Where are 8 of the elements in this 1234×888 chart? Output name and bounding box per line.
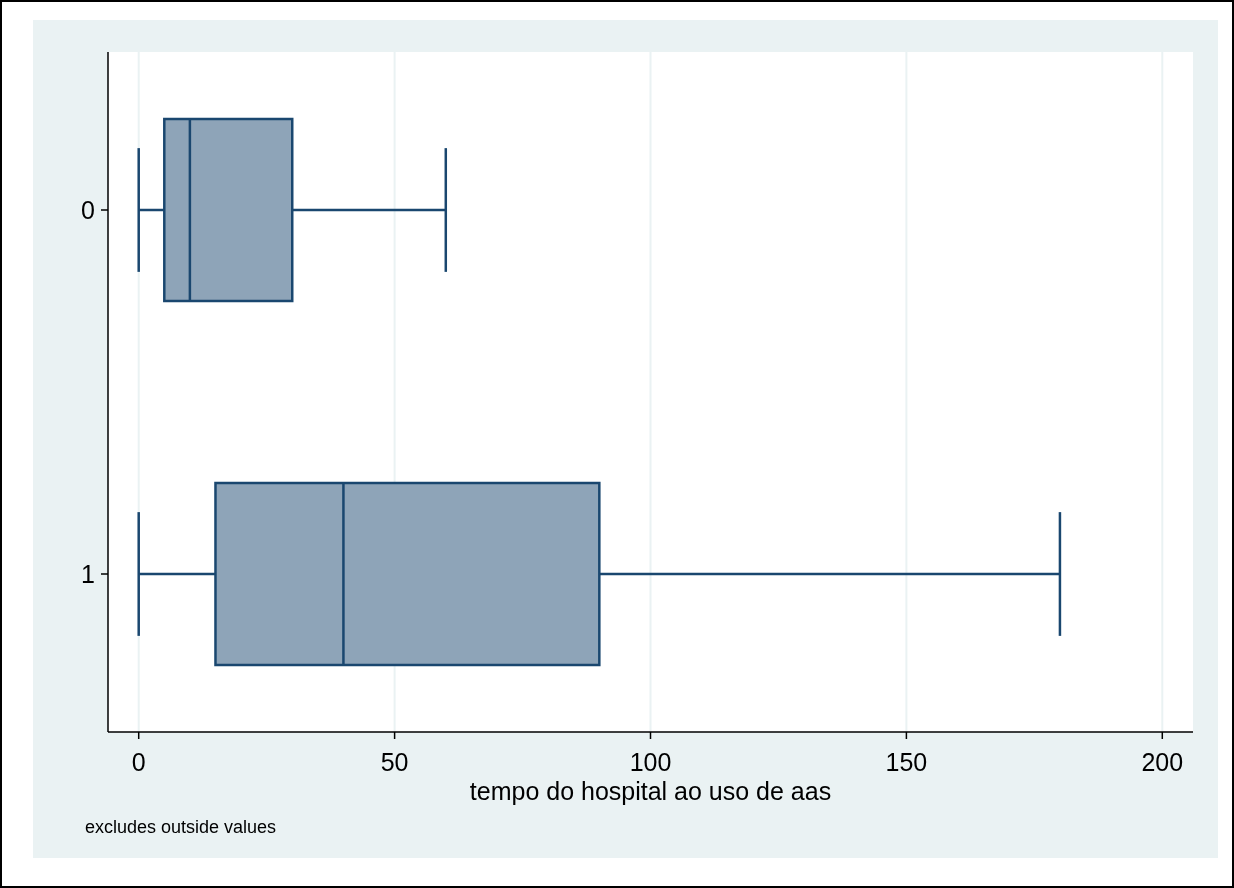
x-tick-label: 100: [629, 748, 672, 776]
x-tick-label: 50: [380, 748, 409, 776]
y-tick-label: 1: [81, 560, 95, 588]
x-tick-label: 200: [1141, 748, 1184, 776]
text: excludes outside values: [85, 817, 277, 837]
x-axis-title: tempo do hospital ao uso de aas: [469, 777, 832, 805]
x-tick-label: 150: [885, 748, 928, 776]
x-tick-label: 0: [131, 748, 146, 776]
